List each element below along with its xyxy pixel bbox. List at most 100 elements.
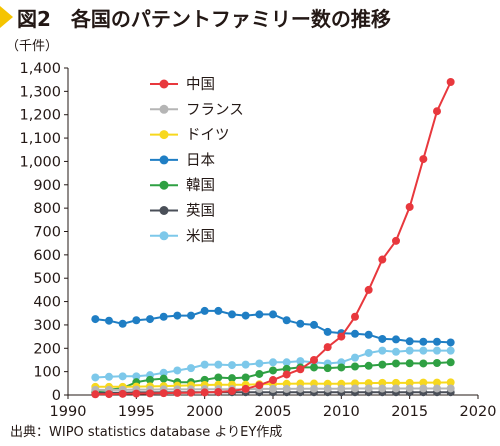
data-point [173, 366, 182, 375]
y-tick-label: 1,200 [19, 108, 61, 124]
data-point [296, 384, 305, 393]
data-point [310, 363, 318, 372]
data-point [282, 364, 291, 373]
y-tick-label: 1,100 [19, 131, 61, 147]
x-tick-label: 2005 [255, 404, 292, 416]
data-point [364, 348, 373, 357]
data-point [337, 363, 346, 372]
data-point [200, 306, 209, 315]
data-point [378, 360, 387, 369]
data-point [446, 384, 455, 393]
legend-label: 米国 [186, 228, 215, 245]
legend-label: 韓国 [186, 177, 215, 194]
legend-item: 中国 [150, 76, 215, 93]
data-point [433, 346, 441, 355]
data-point [419, 346, 428, 355]
data-point [446, 78, 455, 87]
data-point [214, 360, 223, 369]
data-point [228, 387, 236, 396]
legend-item: ドイツ [150, 128, 230, 144]
data-point [364, 285, 373, 294]
data-point [269, 310, 277, 319]
data-point [419, 384, 428, 393]
data-point [378, 334, 387, 343]
x-tick-label: 1990 [50, 404, 87, 416]
data-point [378, 255, 387, 264]
data-point [269, 366, 277, 375]
data-point [255, 381, 264, 390]
legend-swatch-marker [159, 104, 169, 114]
data-point [241, 384, 250, 393]
data-point [419, 378, 428, 387]
data-point [446, 346, 455, 355]
data-point [323, 384, 332, 393]
data-point [446, 338, 455, 347]
data-point [187, 311, 195, 320]
y-tick-label: 500 [33, 271, 61, 287]
data-point [433, 359, 441, 368]
data-point [337, 384, 346, 393]
data-point [337, 332, 346, 341]
data-point [228, 310, 236, 319]
chart-axes: 0 100 200 300 400 500 600 700 800 900 1,000 1,100 1,… [19, 61, 496, 416]
x-tick-label: 1995 [118, 404, 155, 416]
data-point [255, 359, 264, 368]
data-point [91, 373, 100, 382]
data-point [419, 155, 428, 164]
x-tick-label: 2010 [323, 404, 360, 416]
data-point [446, 378, 455, 387]
legend-swatch-marker [159, 180, 169, 190]
data-point [323, 364, 332, 373]
data-point [91, 390, 100, 399]
data-point [433, 384, 441, 393]
data-point [269, 384, 277, 393]
legend-swatch-marker [159, 130, 169, 140]
data-point [132, 372, 141, 381]
data-point [392, 335, 400, 344]
data-point [364, 361, 373, 370]
data-point [282, 316, 291, 325]
data-point [323, 343, 332, 352]
data-point [241, 373, 250, 382]
data-point [214, 306, 223, 315]
data-point [405, 359, 414, 368]
y-axis-unit-label: （千件） [6, 39, 58, 54]
legend-item: 日本 [150, 152, 215, 169]
x-tick-label: 2000 [186, 404, 223, 416]
data-point [405, 378, 414, 387]
y-tick-label: 800 [33, 201, 61, 217]
data-point [255, 369, 264, 378]
data-point [378, 384, 387, 393]
data-point [241, 360, 250, 369]
data-point [405, 337, 414, 346]
data-point [392, 347, 400, 356]
data-point [159, 374, 168, 383]
data-point [405, 346, 414, 355]
data-point [392, 236, 400, 245]
data-point [118, 319, 127, 328]
data-point [405, 384, 414, 393]
data-point [105, 372, 113, 381]
y-tick-label: 1,000 [19, 154, 61, 170]
data-point [228, 361, 236, 370]
data-point [132, 389, 141, 398]
source-note: 出典：WIPO statistics database よりEY作成 [10, 425, 283, 440]
legend-item: フランス [150, 102, 244, 118]
y-tick-label: 100 [33, 365, 61, 381]
legend-label: 日本 [186, 152, 215, 169]
data-point [173, 311, 182, 320]
data-point [433, 107, 441, 116]
legend-item: 韓国 [150, 177, 215, 194]
legend-swatch-marker [159, 79, 169, 89]
figure-title: 図2 各国のパテントファミリー数の推移 [17, 7, 391, 31]
data-point [282, 358, 291, 367]
data-point [200, 360, 209, 369]
legend-swatch-marker [159, 155, 169, 165]
data-point [228, 374, 236, 383]
data-point [105, 390, 113, 399]
legend-label: フランス [186, 102, 244, 118]
x-tick-label: 2020 [460, 404, 497, 416]
data-point [187, 388, 195, 397]
data-point [118, 372, 127, 381]
y-tick-label: 1,300 [19, 84, 61, 100]
